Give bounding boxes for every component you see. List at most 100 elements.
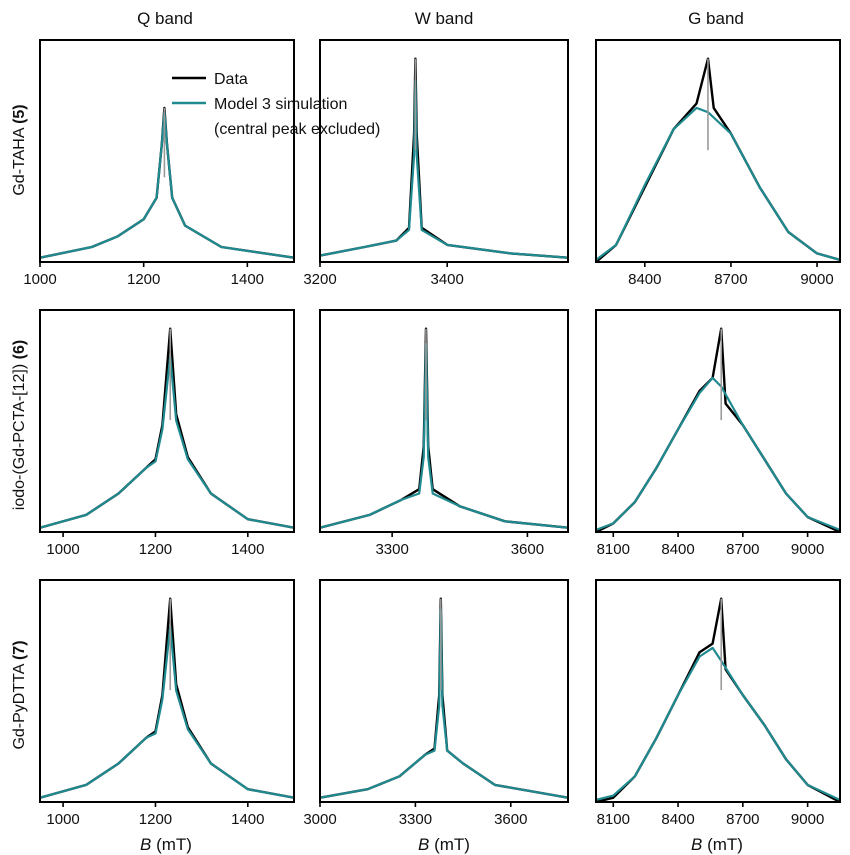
panel-6-frame	[595, 309, 841, 533]
panel-1-tick-label-2: 1200	[127, 271, 160, 288]
panel-2-traces	[320, 57, 568, 259]
panel-6-tick-label-4: 9000	[791, 541, 824, 558]
legend-simulation-note: (central peak excluded)	[214, 121, 380, 138]
panel-9-traces	[596, 597, 840, 802]
panel-7-tick-label-2: 1200	[139, 811, 172, 828]
panel-5-traces	[320, 327, 568, 529]
panel-1-simulation-trace	[40, 111, 294, 259]
row-label-iodo-gd-pcta: iodo-(Gd-PCTA-[12]) (6)	[11, 340, 28, 510]
panel-7: 1000 1200 1400	[39, 579, 295, 828]
panel-5-tick-label-1: 3300	[375, 541, 408, 558]
panel-3-simulation-trace	[596, 106, 840, 261]
panel-7-simulation-trace	[40, 625, 294, 799]
panel-2-frame	[319, 39, 569, 263]
panel-7-traces	[40, 597, 294, 799]
row-label-gd-taha-name: Gd-TAHA	[11, 124, 28, 196]
panel-2-data-trace	[320, 57, 568, 259]
column-titles: Q band W band G band	[137, 9, 744, 28]
panel-4-traces	[40, 327, 294, 529]
panel-4-tick-label-3: 1400	[231, 541, 264, 558]
panel-6-data-trace	[596, 327, 840, 532]
row-label-gd-pydtta-name: Gd-PyDTTA	[11, 660, 28, 750]
panel-1-traces	[40, 106, 294, 259]
panel-3-traces	[596, 57, 840, 262]
row-label-iodo-gd-pcta-name: iodo-(Gd-PCTA-[12])	[11, 359, 28, 510]
panel-7-tick-label-3: 1400	[231, 811, 264, 828]
panel-5-simulation-trace	[320, 342, 568, 529]
panel-6-tick-label-3: 8700	[726, 541, 759, 558]
panel-3-tick-label-2: 8700	[714, 271, 747, 288]
panel-4: 1000 1200 1400	[39, 309, 295, 558]
x-axis-unit-g: (mT)	[702, 835, 743, 854]
row-label-iodo-gd-pcta-number: (6)	[11, 340, 28, 360]
panels: 1000 1200 1400 3200 3400 8400 8700 9000 1000 1200…	[23, 39, 841, 828]
x-axis-label-q: B (mT)	[140, 835, 192, 854]
row-label-gd-taha-number: (5)	[11, 104, 28, 124]
panel-8-simulation-trace	[320, 608, 568, 799]
panel-8-tick-label-1: 3000	[303, 811, 336, 828]
x-axis-labels: B (mT) B (mT) B (mT)	[140, 835, 743, 854]
column-title-w-band: W band	[415, 9, 474, 28]
panel-5-tick-label-2: 3600	[511, 541, 544, 558]
column-title-q-band: Q band	[137, 9, 193, 28]
panel-9-tick-label-4: 9000	[791, 811, 824, 828]
panel-8: 3000 3300 3600	[303, 579, 569, 828]
legend-simulation-label: Model 3 simulation	[214, 96, 347, 113]
panel-3-tick-label-3: 9000	[800, 271, 833, 288]
panel-3: 8400 8700 9000	[595, 39, 841, 288]
panel-1-frame	[39, 39, 295, 263]
x-axis-symbol-w: B	[418, 835, 429, 854]
panel-1-tick-label-3: 1400	[231, 271, 264, 288]
panel-3-frame	[595, 39, 841, 263]
panel-4-tick-label-2: 1200	[139, 541, 172, 558]
x-axis-unit-q: (mT)	[151, 835, 192, 854]
panel-3-data-trace	[596, 57, 840, 262]
panel-4-simulation-trace	[40, 355, 294, 529]
legend: Data Model 3 simulation (central peak ex…	[172, 71, 380, 138]
panel-2-tick-label-1: 3200	[303, 271, 336, 288]
panel-7-frame	[39, 579, 295, 803]
panel-9-simulation-trace	[596, 646, 840, 801]
panel-7-data-trace	[40, 597, 294, 799]
row-label-gd-taha: Gd-TAHA (5)	[11, 104, 28, 195]
panel-9-tick-label-1: 8100	[597, 811, 630, 828]
panel-8-tick-label-3: 3600	[494, 811, 527, 828]
panel-4-data-trace	[40, 327, 294, 529]
panel-6: 8100 8400 8700 9000	[595, 309, 841, 558]
x-axis-label-w: B (mT)	[418, 835, 470, 854]
panel-4-tick-label-1: 1000	[46, 541, 79, 558]
panel-6-tick-label-1: 8100	[597, 541, 630, 558]
x-axis-symbol-g: B	[691, 835, 702, 854]
panel-6-simulation-trace	[596, 376, 840, 531]
panel-1-tick-label-1: 1000	[23, 271, 56, 288]
panel-9-frame	[595, 579, 841, 803]
panel-1: 1000 1200 1400	[23, 39, 295, 288]
panel-5: 3300 3600	[319, 309, 569, 558]
panel-6-tick-label-2: 8400	[661, 541, 694, 558]
panel-8-frame	[319, 579, 569, 803]
column-title-g-band: G band	[688, 9, 744, 28]
panel-8-traces	[320, 597, 568, 799]
row-labels: Gd-TAHA (5) iodo-(Gd-PCTA-[12]) (6) Gd-P…	[11, 104, 28, 749]
row-label-gd-pydtta-number: (7)	[11, 640, 28, 660]
panel-9-tick-label-3: 8700	[726, 811, 759, 828]
panel-3-tick-label-1: 8400	[628, 271, 661, 288]
legend-data-label: Data	[214, 71, 248, 88]
x-axis-unit-w: (mT)	[429, 835, 470, 854]
row-label-gd-pydtta: Gd-PyDTTA (7)	[11, 640, 28, 749]
panel-4-frame	[39, 309, 295, 533]
panel-8-tick-label-2: 3300	[399, 811, 432, 828]
panel-2-tick-label-2: 3400	[430, 271, 463, 288]
panel-2: 3200 3400	[303, 39, 569, 288]
panel-5-frame	[319, 309, 569, 533]
x-axis-label-g: B (mT)	[691, 835, 743, 854]
panel-7-tick-label-1: 1000	[46, 811, 79, 828]
panel-8-data-trace	[320, 597, 568, 799]
panel-9-tick-label-2: 8400	[661, 811, 694, 828]
panel-2-simulation-trace	[320, 78, 568, 259]
panel-9: 8100 8400 8700 9000	[595, 579, 841, 828]
x-axis-symbol-q: B	[140, 835, 151, 854]
panel-6-traces	[596, 327, 840, 532]
panel-9-data-trace	[596, 597, 840, 802]
